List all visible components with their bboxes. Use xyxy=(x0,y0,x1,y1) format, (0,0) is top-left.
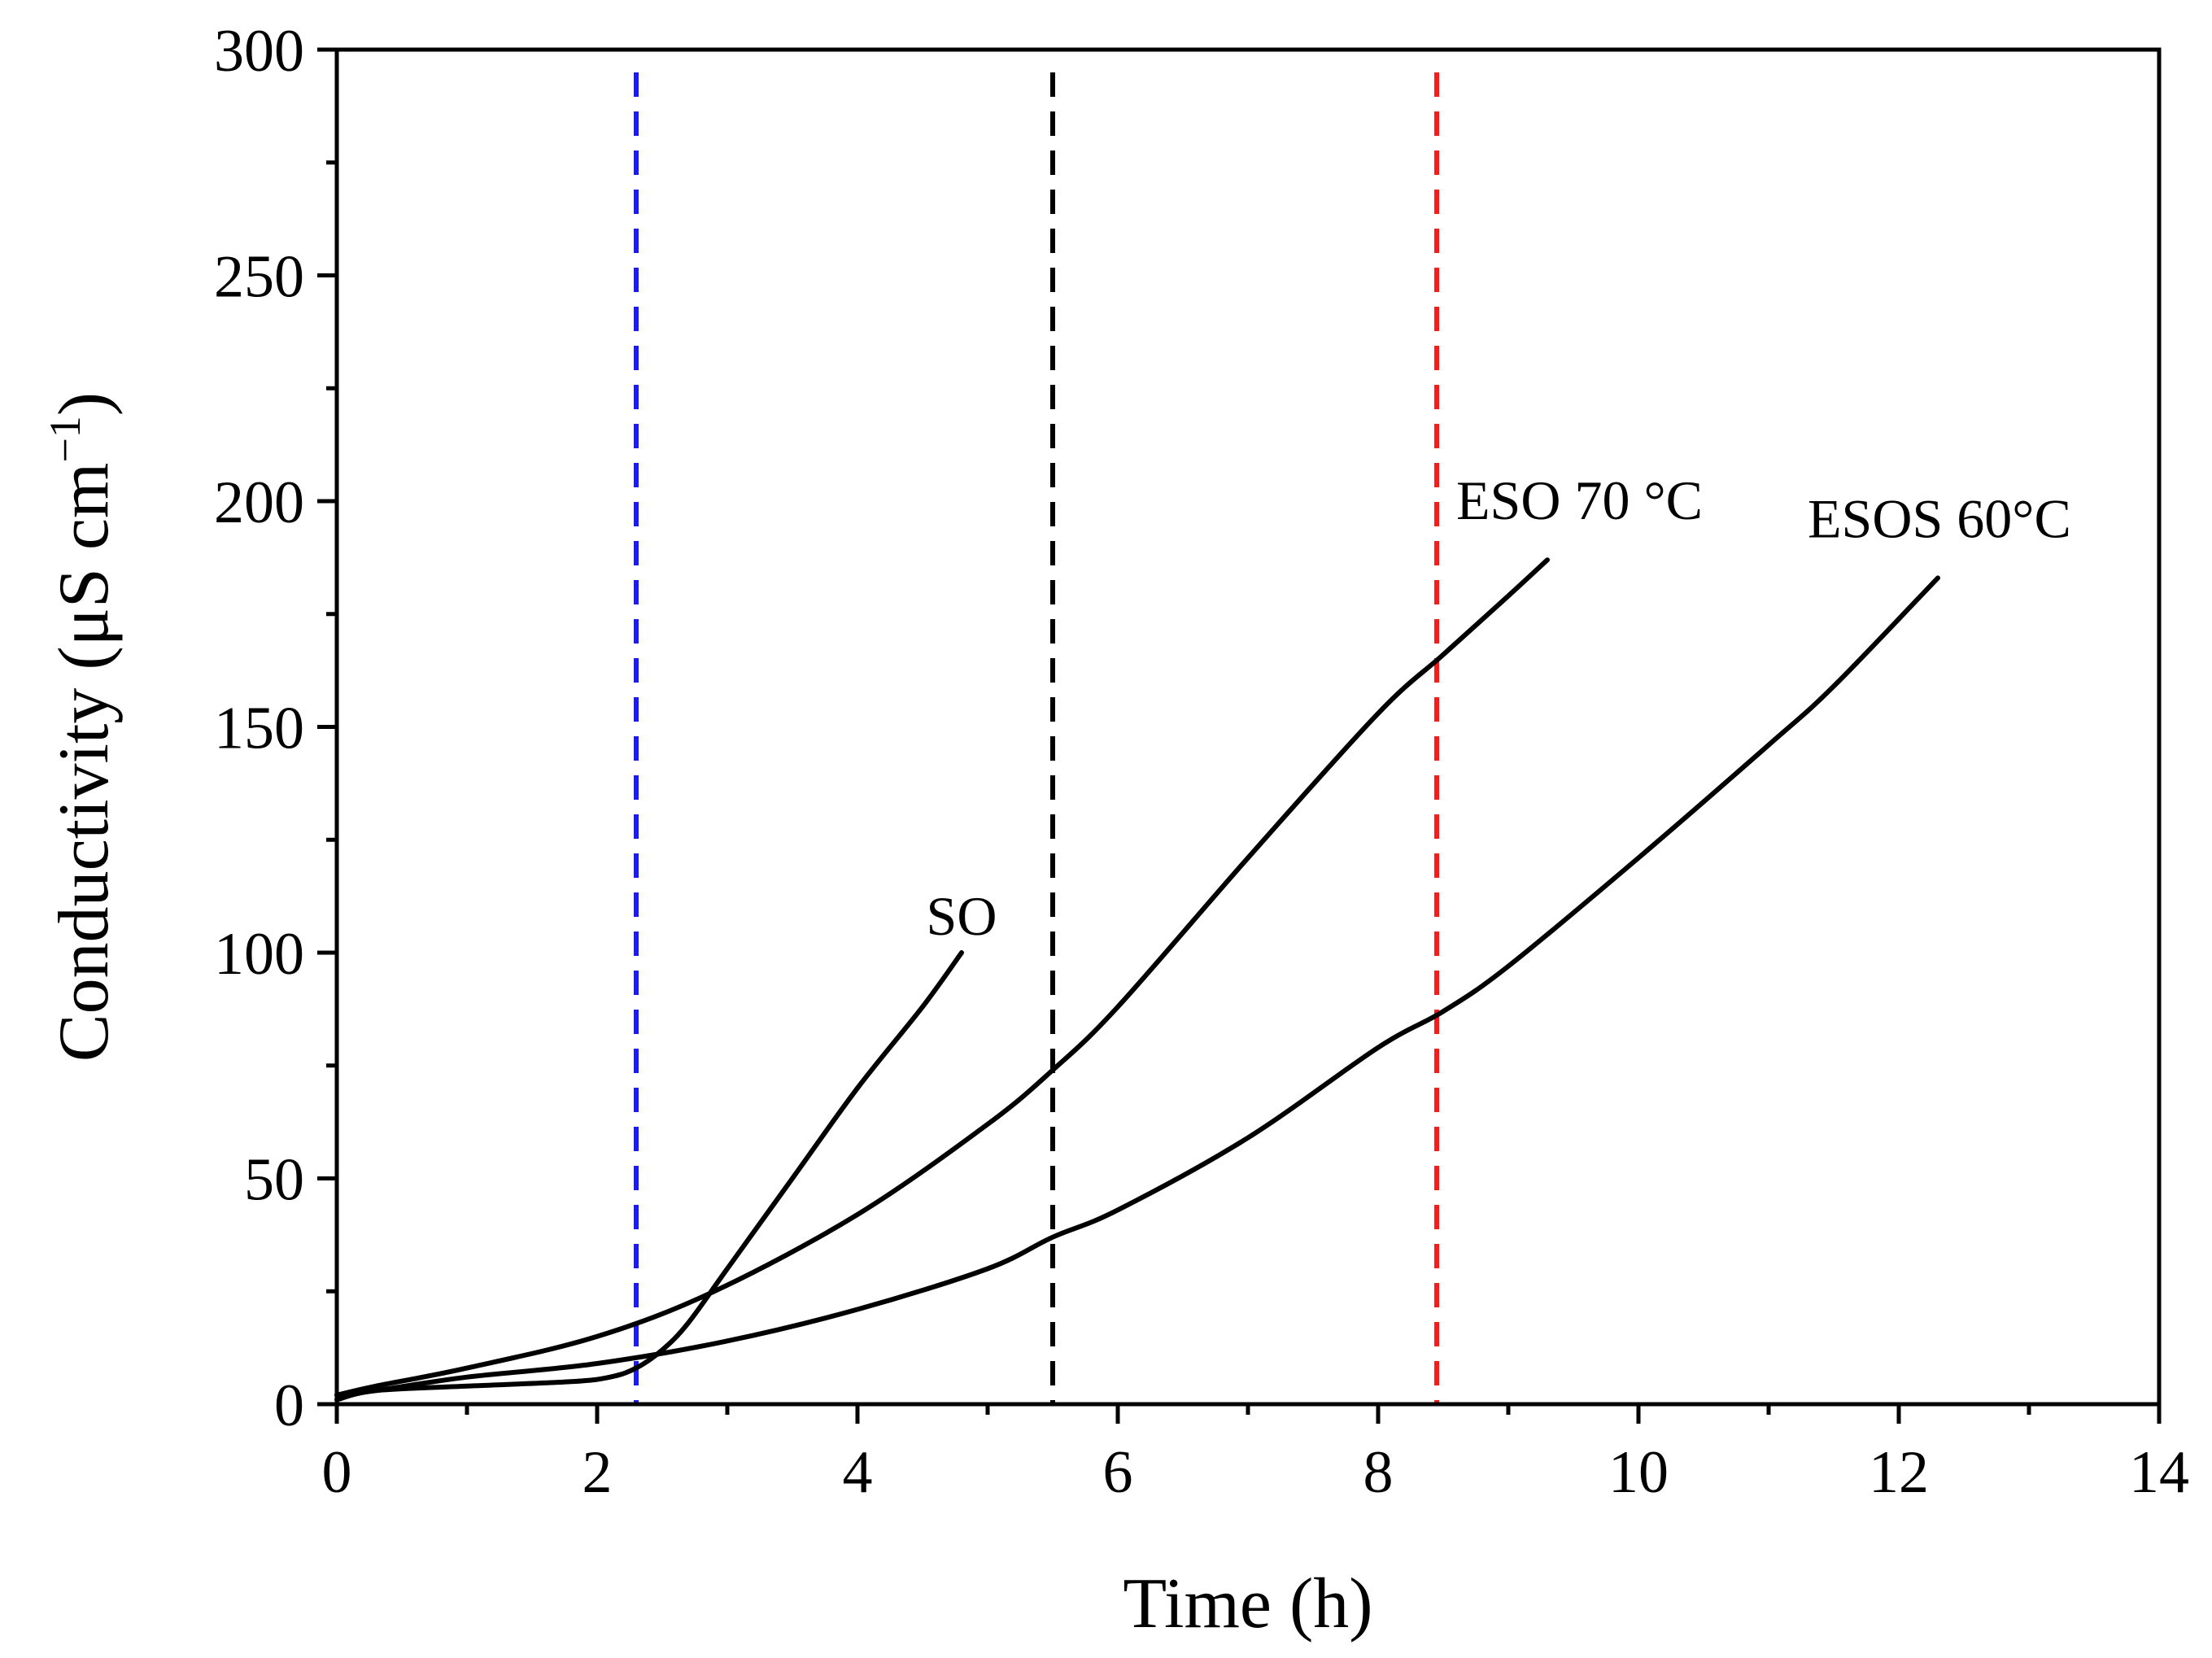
series-line-eso-70-c xyxy=(334,557,1550,1398)
y-tick-label: 250 xyxy=(214,244,304,311)
series-line-esos-60-c xyxy=(334,575,1940,1398)
series-lines xyxy=(334,557,1940,1403)
x-axis-title: Time (h) xyxy=(1123,1564,1372,1643)
series-label-so: SO xyxy=(927,885,997,947)
reference-lines xyxy=(634,72,1439,1404)
series-line-so xyxy=(334,950,964,1403)
x-tick-label: 10 xyxy=(1608,1439,1669,1506)
y-axis-title-main: Conductivity (μS cm xyxy=(45,463,124,1062)
series-label-esos-60-c: ESOS 60°C xyxy=(1808,487,2071,549)
y-axis-title: Conductivity (μS cm−1) xyxy=(41,392,124,1062)
x-tick-label: 6 xyxy=(1103,1439,1133,1506)
plot-frame xyxy=(334,47,2162,1407)
x-tick-label: 0 xyxy=(322,1439,352,1506)
x-tick-label: 4 xyxy=(843,1439,873,1506)
y-axis-title-close: ) xyxy=(45,392,124,416)
y-tick-label: 100 xyxy=(214,921,304,988)
x-tick-label: 14 xyxy=(2129,1439,2189,1506)
series-label-eso-70-c: ESO 70 °C xyxy=(1456,469,1703,531)
x-tick-label: 2 xyxy=(582,1439,613,1506)
y-tick-label: 300 xyxy=(214,18,304,85)
y-axis-ticks: 0 50 100 150 200 250 300 xyxy=(214,18,337,1439)
y-tick-label: 200 xyxy=(214,469,304,536)
y-tick-label: 150 xyxy=(214,696,304,762)
series-labels: SO ESO 70 °C ESOS 60°C xyxy=(927,469,2071,947)
y-axis-title-superscript: −1 xyxy=(41,416,89,462)
y-tick-label: 0 xyxy=(274,1372,304,1439)
y-tick-label: 50 xyxy=(244,1147,304,1214)
x-tick-label: 8 xyxy=(1363,1439,1394,1506)
x-tick-label: 12 xyxy=(1869,1439,1929,1506)
x-axis-ticks: 0 2 4 6 8 10 12 14 xyxy=(322,1404,2189,1506)
